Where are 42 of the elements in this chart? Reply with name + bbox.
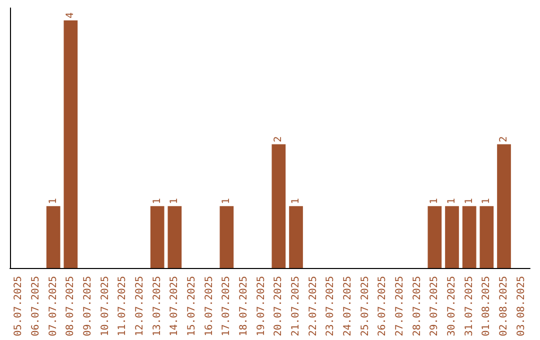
data-label: 1 bbox=[290, 198, 302, 204]
x-tick-label: 12.07.2025 bbox=[134, 276, 146, 336]
x-tick-label: 05.07.2025 bbox=[13, 276, 24, 336]
x-tick-label: 07.07.2025 bbox=[48, 276, 59, 336]
data-label: 1 bbox=[48, 198, 59, 204]
x-tick-label: 02.08.2025 bbox=[498, 276, 510, 336]
data-label: 1 bbox=[429, 198, 440, 204]
x-tick-label: 29.07.2025 bbox=[429, 276, 440, 336]
data-label: 1 bbox=[481, 198, 492, 204]
data-label: 2 bbox=[498, 136, 510, 142]
x-tick-label: 01.08.2025 bbox=[481, 276, 492, 336]
x-tick-label: 15.07.2025 bbox=[186, 276, 198, 336]
data-label: 2 bbox=[273, 136, 284, 142]
x-tick-label: 25.07.2025 bbox=[360, 276, 371, 336]
x-tick-label: 30.07.2025 bbox=[446, 276, 458, 336]
data-label: 1 bbox=[464, 198, 475, 204]
x-tick-label: 11.07.2025 bbox=[117, 276, 128, 336]
x-tick-label: 13.07.2025 bbox=[152, 276, 163, 336]
x-tick-label: 19.07.2025 bbox=[256, 276, 267, 336]
x-tick-label: 09.07.2025 bbox=[82, 276, 94, 336]
x-tick-label: 18.07.2025 bbox=[238, 276, 250, 336]
x-tick-label: 24.07.2025 bbox=[342, 276, 354, 336]
x-tick-label: 03.08.2025 bbox=[516, 276, 527, 336]
x-tick-label: 14.07.2025 bbox=[169, 276, 180, 336]
x-tick-label: 16.07.2025 bbox=[204, 276, 215, 336]
data-label: 4 bbox=[65, 12, 76, 18]
x-tick-label: 06.07.2025 bbox=[30, 276, 42, 336]
x-tick-label: 31.07.2025 bbox=[464, 276, 475, 336]
data-label: 1 bbox=[221, 198, 232, 204]
x-tick-label: 28.07.2025 bbox=[412, 276, 423, 336]
x-tick-label: 10.07.2025 bbox=[100, 276, 111, 336]
data-label: 1 bbox=[152, 198, 163, 204]
x-tick-label: 21.07.2025 bbox=[290, 276, 302, 336]
x-tick-label: 26.07.2025 bbox=[377, 276, 388, 336]
x-tick-label: 20.07.2025 bbox=[273, 276, 284, 336]
x-tick-label: 23.07.2025 bbox=[325, 276, 336, 336]
data-label: 1 bbox=[169, 198, 180, 204]
data-label: 1 bbox=[446, 198, 458, 204]
x-tick-label: 17.07.2025 bbox=[221, 276, 232, 336]
x-tick-label: 22.07.2025 bbox=[308, 276, 319, 336]
x-tick-label: 27.07.2025 bbox=[394, 276, 406, 336]
x-tick-label: 08.07.2025 bbox=[65, 276, 76, 336]
